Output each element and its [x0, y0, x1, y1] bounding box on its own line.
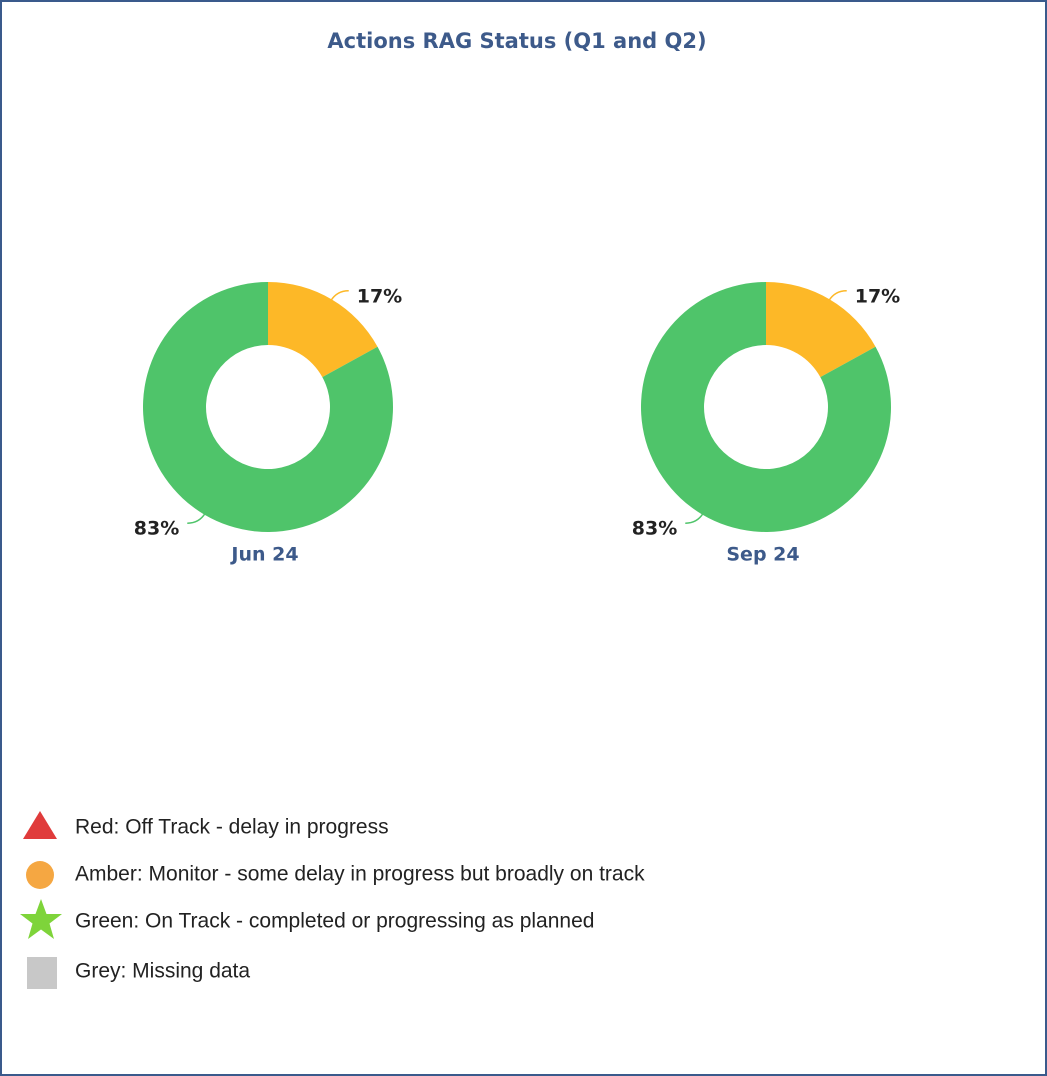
legend-text: Red: Off Track - delay in progress	[75, 816, 389, 839]
pie-title: Sep 24	[726, 544, 799, 566]
pie-segment	[766, 282, 876, 378]
legend-square	[27, 957, 57, 989]
pie-segment	[641, 282, 891, 532]
value-label: 17%	[357, 285, 402, 307]
chart-title: Actions RAG Status (Q1 and Q2)	[327, 29, 706, 53]
pie-title: Jun 24	[229, 544, 298, 566]
legend-text: Amber: Monitor - some delay in progress …	[75, 863, 645, 886]
legend-text: Green: On Track - completed or progressi…	[75, 910, 594, 933]
leader-line	[827, 290, 847, 302]
legend-triangle	[23, 811, 57, 839]
value-label: 83%	[632, 518, 677, 540]
pie-segment	[143, 282, 393, 532]
leader-line	[187, 512, 207, 524]
leader-line	[329, 290, 349, 302]
leader-line	[685, 512, 705, 524]
value-label: 83%	[134, 518, 179, 540]
pie-segment	[268, 282, 378, 378]
legend-circle	[26, 861, 54, 889]
value-label: 17%	[855, 285, 900, 307]
legend-star	[20, 899, 62, 939]
legend-text: Grey: Missing data	[75, 960, 250, 983]
